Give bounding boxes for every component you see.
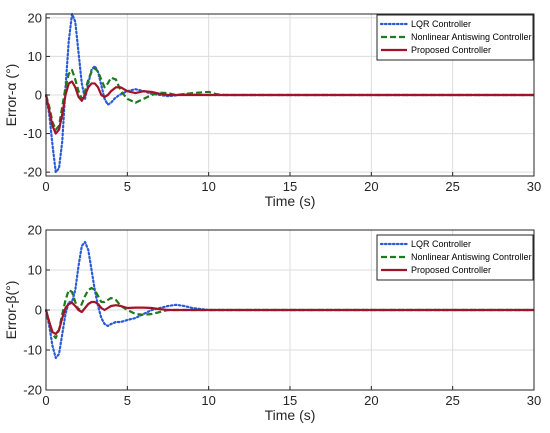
- x-tick-label: 5: [124, 393, 131, 408]
- y-tick-label: 20: [28, 223, 42, 238]
- series-line-2: [44, 286, 534, 340]
- y-axis-label: Error-β(°): [3, 281, 19, 340]
- y-axis-label: Error-α (°): [3, 64, 19, 127]
- y-tick-label: 10: [28, 263, 42, 278]
- series-line-3: [44, 80, 534, 135]
- x-axis-label: Time (s): [265, 193, 316, 209]
- y-tick-label: 20: [28, 10, 42, 25]
- y-tick-label: -20: [23, 383, 42, 398]
- legend-label-2: Nonlinear Antiswing Controller: [411, 252, 532, 262]
- y-tick-label: 10: [28, 49, 42, 64]
- series-line-1: [44, 240, 536, 360]
- x-tick-label: 20: [364, 179, 378, 194]
- legend-label-3: Proposed Controller: [411, 265, 491, 275]
- chart-panel-1: 0 5 10 15 20 25 30 20 10 0 -10 -20 Time (s) Error-α (…: [3, 10, 541, 209]
- legend-label-1: LQR Controller: [411, 19, 471, 29]
- x-tick-label: 10: [201, 179, 215, 194]
- x-axis-label: Time (s): [265, 407, 316, 423]
- x-tick-label: 5: [124, 179, 131, 194]
- legend: LQR Controller Nonlinear Antiswing Contro…: [376, 234, 534, 281]
- y-tick-label: 0: [35, 88, 42, 103]
- legend-label-2: Nonlinear Antiswing Controller: [411, 32, 532, 42]
- x-tick-label: 0: [42, 179, 49, 194]
- y-tick-label: 0: [35, 303, 42, 318]
- x-tick-label: 10: [201, 393, 215, 408]
- legend-label-3: Proposed Controller: [411, 45, 491, 55]
- x-tick-label: 15: [283, 179, 297, 194]
- chart-panel-2: 0 5 10 15 20 25 30 20 10 0 -10 -20 Time (s) Error-β(°…: [3, 223, 541, 424]
- series-line-3: [44, 300, 534, 336]
- legend: LQR Controller Nonlinear Antiswing Contro…: [376, 14, 534, 61]
- y-tick-label: -10: [23, 343, 42, 358]
- x-tick-label: 0: [42, 393, 49, 408]
- x-tick-label: 25: [445, 393, 459, 408]
- x-tick-label: 25: [445, 179, 459, 194]
- y-tick-label: -10: [23, 126, 42, 141]
- x-tick-label: 30: [527, 393, 541, 408]
- y-tick-label: -20: [23, 165, 42, 180]
- x-tick-label: 30: [527, 179, 541, 194]
- legend-label-1: LQR Controller: [411, 239, 471, 249]
- x-tick-label: 15: [283, 393, 297, 408]
- x-tick-label: 20: [364, 393, 378, 408]
